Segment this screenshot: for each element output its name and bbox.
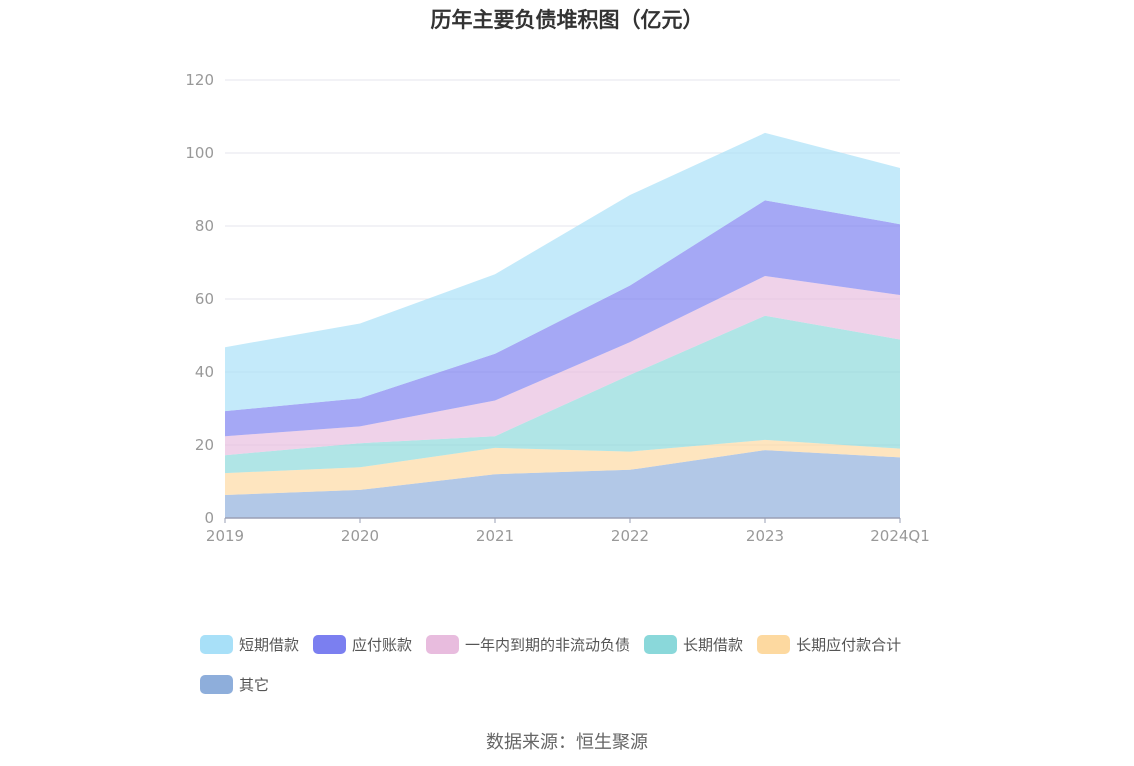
source-note: 数据来源：恒生聚源 [486, 732, 648, 753]
area-series-长期应付款合计 [225, 439, 900, 495]
x-tick-label: 2022 [611, 527, 649, 545]
legend-label: 短期借款 [239, 635, 300, 654]
axes: 0 20 40 60 80 100 120 2019 2020 2021 2022 2023 2024Q… [185, 71, 929, 545]
area-series-短期借款 [225, 132, 900, 412]
stacked-area-chart: 0 20 40 60 80 100 120 2019 2020 2021 2022 2023 2024Q… [185, 71, 929, 545]
legend-swatch [757, 634, 791, 654]
legend-swatch [426, 634, 460, 654]
y-tick-label: 40 [195, 363, 214, 381]
legend-item[interactable]: 应付账款 [313, 634, 412, 655]
legend-label: 一年内到期的非流动负债 [465, 635, 631, 654]
x-tick-label: 2024Q1 [870, 527, 930, 545]
legend-row: 短期借款 应付账款 一年内到期的非流动负债 长期借款 长期应付款合计 [200, 632, 960, 656]
chart-title: 历年主要负债堆积图（亿元） [430, 8, 704, 32]
legend-item[interactable]: 长期应付款合计 [757, 634, 901, 655]
x-tick-label: 2020 [341, 527, 379, 545]
legend-label: 长期应付款合计 [796, 635, 902, 654]
y-tick-label: 60 [195, 290, 214, 308]
y-tick-label: 0 [204, 509, 214, 527]
legend-label: 长期借款 [683, 635, 744, 654]
legend-item[interactable]: 其它 [200, 674, 269, 695]
legend-swatch [644, 634, 678, 654]
legend-item[interactable]: 一年内到期的非流动负债 [426, 634, 630, 655]
x-tick-label: 2019 [206, 527, 244, 545]
legend-swatch [200, 674, 233, 694]
x-tick-label: 2021 [476, 527, 514, 545]
area-series-一年内到期的非流动负债 [225, 276, 900, 456]
y-tick-label: 100 [185, 144, 214, 162]
area-series-长期借款 [225, 315, 900, 474]
y-tick-label: 20 [195, 436, 214, 454]
legend-swatch [200, 634, 233, 654]
legend-label: 其它 [239, 675, 270, 694]
legend-item[interactable]: 长期借款 [644, 634, 743, 655]
x-tick-label: 2023 [746, 527, 784, 545]
area-series-应付账款 [225, 200, 900, 437]
legend-row: 其它 [200, 672, 960, 696]
area-series [225, 132, 900, 518]
area-series-其它 [225, 450, 900, 518]
legend-swatch [313, 634, 347, 654]
legend-item[interactable]: 短期借款 [200, 634, 299, 655]
legend: 短期借款 应付账款 一年内到期的非流动负债 长期借款 长期应付款合计 其它 [200, 632, 960, 712]
legend-label: 应付账款 [352, 635, 413, 654]
y-tick-label: 80 [195, 217, 214, 235]
y-tick-label: 120 [185, 71, 214, 89]
